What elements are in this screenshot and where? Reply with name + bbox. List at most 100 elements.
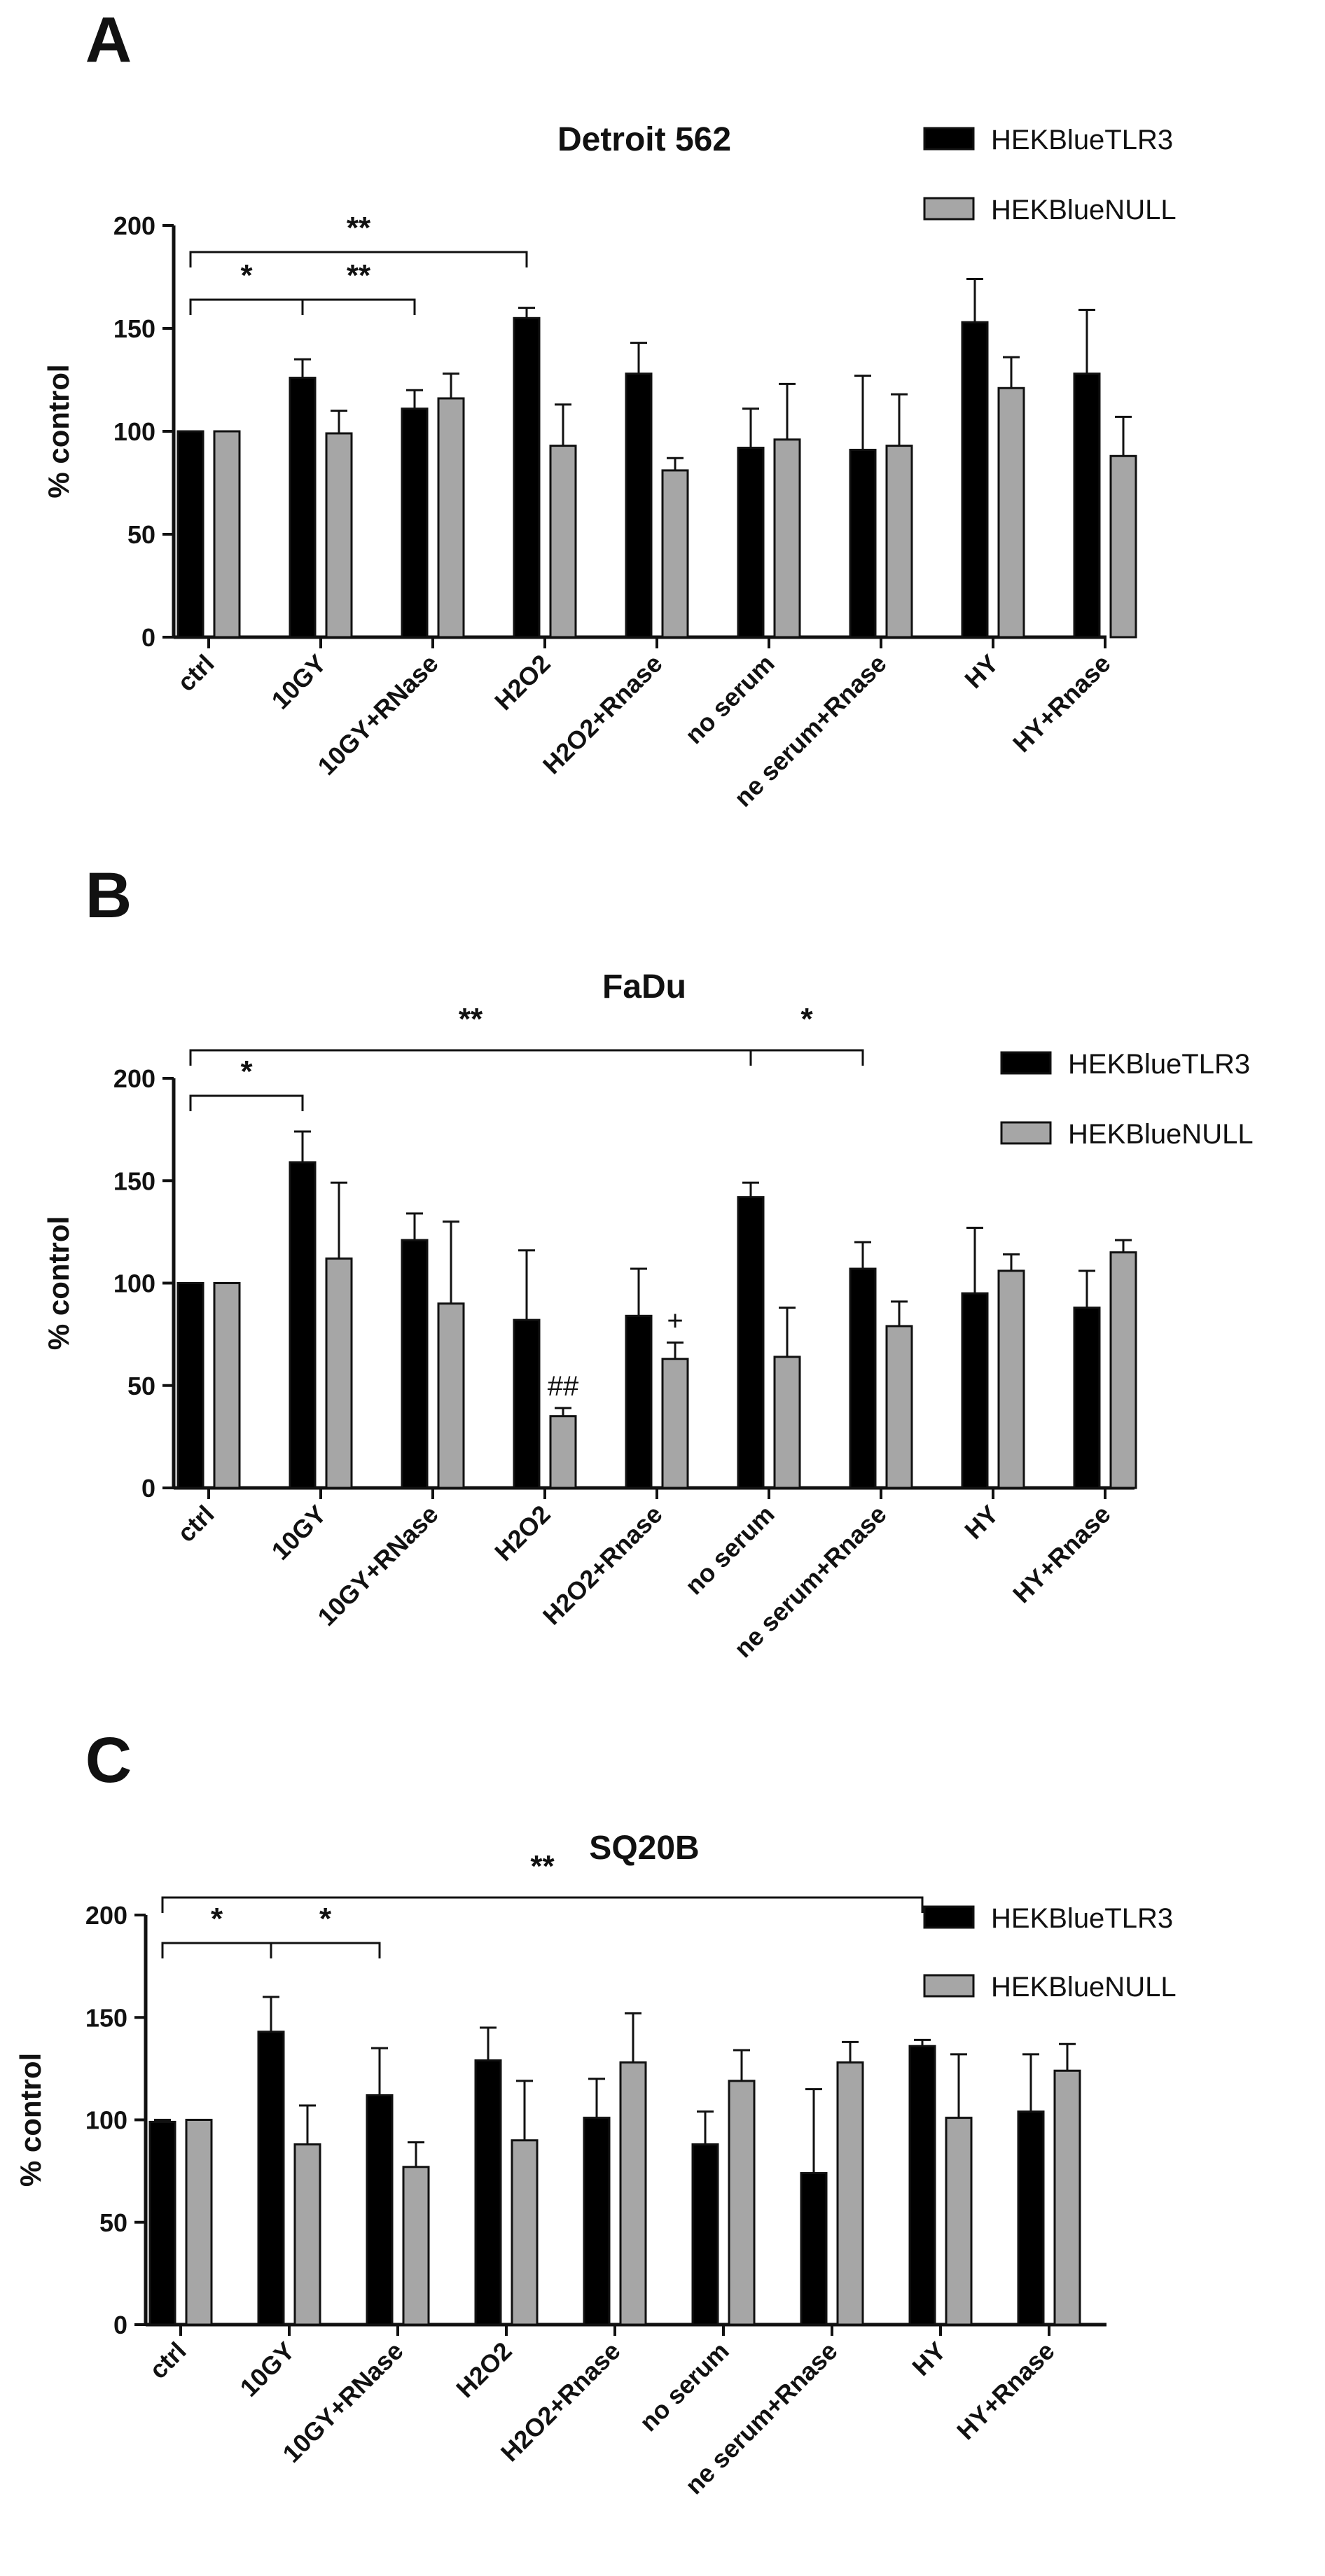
significance-label: ** xyxy=(347,258,371,293)
bar-hekbluetlr3 xyxy=(176,430,204,639)
bar-hekbluenull xyxy=(619,2061,647,2326)
bar-hekbluenull xyxy=(885,1325,913,1489)
x-tick-label: no serum xyxy=(679,649,780,750)
x-tick-label: HY+Rnase xyxy=(1007,649,1116,758)
significance-bracket xyxy=(189,1094,304,1111)
x-tick-label: no serum xyxy=(634,2337,735,2437)
legend-label: HEKBlueNULL xyxy=(991,1972,1177,2003)
x-tick-label: 10GY+RNase xyxy=(312,1500,443,1631)
bar-hekbluetlr3 xyxy=(800,2172,828,2326)
legend-swatch xyxy=(1000,1121,1052,1145)
y-tick-label: 200 xyxy=(113,211,155,240)
bar-hekbluenull xyxy=(945,2117,973,2326)
significance-bracket xyxy=(189,298,304,315)
y-tick-label: 150 xyxy=(113,314,155,343)
significance-bracket xyxy=(189,251,528,267)
bar-hekbluetlr3 xyxy=(583,2117,611,2326)
bar-hekbluetlr3 xyxy=(737,447,765,639)
x-tick-label: H2O2 xyxy=(489,1500,555,1566)
chart-title: SQ20B xyxy=(589,1830,699,1867)
significance-bracket xyxy=(301,298,416,315)
bar-hekbluenull xyxy=(1109,1251,1137,1489)
bar-hekbluenull xyxy=(213,430,241,639)
significance-bracket xyxy=(270,1942,381,1958)
bar-hekbluenull xyxy=(293,2143,321,2326)
bar-hekbluetlr3 xyxy=(625,373,653,639)
x-tick-label: HY xyxy=(959,1500,1004,1545)
bar-hekbluetlr3 xyxy=(691,2143,719,2326)
legend-swatch xyxy=(923,1974,975,1998)
bar-hekbluetlr3 xyxy=(401,408,429,639)
bar-hekbluetlr3 xyxy=(513,1318,541,1489)
bar-hekbluenull xyxy=(836,2061,864,2326)
x-tick-label: H2O2+Rnase xyxy=(537,1500,668,1631)
x-tick-label: H2O2 xyxy=(450,2337,517,2403)
x-tick-label: ctrl xyxy=(172,1500,220,1548)
bar-hekbluetlr3 xyxy=(474,2059,502,2326)
y-tick-label: 100 xyxy=(85,2106,127,2135)
y-tick-label: 50 xyxy=(127,520,155,549)
significance-bracket xyxy=(161,1896,924,1913)
bar-hekbluenull xyxy=(185,2119,213,2326)
x-tick-label: 10GY xyxy=(235,2337,300,2402)
significance-bracket xyxy=(749,1049,864,1066)
panel-letter: B xyxy=(85,860,132,931)
bar-hekbluenull xyxy=(213,1282,241,1489)
legend-label: HEKBlueTLR3 xyxy=(1068,1049,1250,1080)
bar-hekbluetlr3 xyxy=(849,1267,877,1489)
bar-hekbluetlr3 xyxy=(625,1314,653,1489)
bar-hekbluetlr3 xyxy=(148,2120,176,2326)
legend-swatch xyxy=(923,197,975,221)
y-tick-label: 150 xyxy=(85,2003,127,2032)
y-tick-label: 150 xyxy=(113,1167,155,1195)
legend-label: HEKBlueTLR3 xyxy=(991,125,1173,155)
bar-hekbluenull xyxy=(437,397,465,639)
legend-label: HEKBlueNULL xyxy=(1068,1119,1254,1150)
bar-hekbluetlr3 xyxy=(289,1161,317,1489)
chart-title: FaDu xyxy=(602,968,686,1005)
x-tick-label: 10GY xyxy=(266,649,332,715)
bar-hekbluenull xyxy=(549,445,577,639)
y-tick-label: 200 xyxy=(113,1064,155,1093)
significance-label: * xyxy=(240,1054,253,1089)
bar-hekbluenull xyxy=(325,1257,353,1489)
x-tick-label: ctrl xyxy=(144,2337,192,2385)
bar-hekbluetlr3 xyxy=(176,1282,204,1489)
annotation-mark: + xyxy=(667,1305,683,1336)
significance-label: ** xyxy=(347,211,371,245)
bar-hekbluetlr3 xyxy=(1073,1307,1101,1489)
bar-hekbluenull xyxy=(997,1269,1025,1489)
y-tick-label: 0 xyxy=(113,2311,127,2339)
bar-hekbluenull xyxy=(325,432,353,639)
bar-hekbluetlr3 xyxy=(961,1292,989,1489)
legend-swatch xyxy=(923,127,975,151)
legend-swatch xyxy=(1000,1051,1052,1075)
bar-hekbluenull xyxy=(549,1415,577,1489)
x-tick-label: HY xyxy=(959,649,1004,694)
y-tick-label: 50 xyxy=(99,2208,127,2237)
x-tick-label: HY+Rnase xyxy=(1007,1500,1116,1609)
significance-label: ** xyxy=(459,1002,483,1036)
y-tick-label: 50 xyxy=(127,1372,155,1400)
bar-hekbluenull xyxy=(402,2166,430,2326)
x-tick-label: H2O2 xyxy=(489,649,555,716)
bar-hekbluetlr3 xyxy=(961,321,989,639)
x-tick-label: HY xyxy=(906,2337,951,2381)
x-tick-label: no serum xyxy=(679,1500,780,1601)
significance-label: * xyxy=(800,1002,813,1036)
y-axis-label: % control xyxy=(42,364,75,498)
bar-hekbluetlr3 xyxy=(1017,2110,1045,2326)
significance-label: * xyxy=(319,1902,332,1936)
bar-hekbluenull xyxy=(661,469,689,639)
bar-hekbluenull xyxy=(661,1358,689,1489)
significance-label: * xyxy=(211,1902,223,1936)
chart-panel-b: B FaDu 0 50 100 150 200 % control ctrl 10GY10GY+R… xyxy=(42,860,1254,1663)
bar-hekbluetlr3 xyxy=(849,448,877,639)
bar-hekbluenull xyxy=(437,1302,465,1489)
x-tick-label: ctrl xyxy=(172,649,220,697)
annotation-mark: ## xyxy=(548,1371,579,1402)
bar-hekbluetlr3 xyxy=(366,2094,394,2326)
y-tick-label: 100 xyxy=(113,417,155,446)
